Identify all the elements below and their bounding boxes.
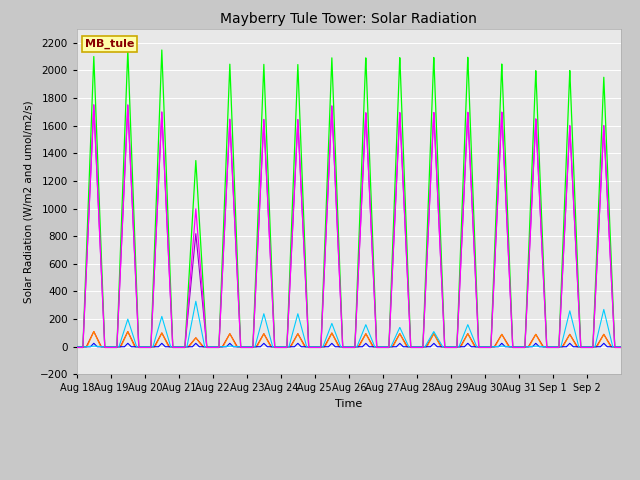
Text: MB_tule: MB_tule <box>85 39 134 49</box>
Y-axis label: Solar Radiation (W/m2 and umol/m2/s): Solar Radiation (W/m2 and umol/m2/s) <box>24 100 34 303</box>
X-axis label: Time: Time <box>335 399 362 409</box>
Title: Mayberry Tule Tower: Solar Radiation: Mayberry Tule Tower: Solar Radiation <box>220 12 477 26</box>
